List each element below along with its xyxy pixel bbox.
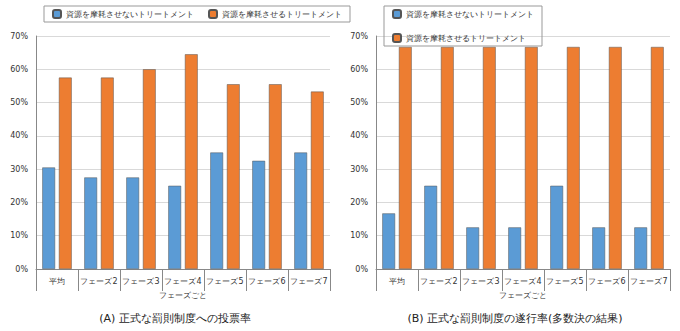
svg-text:40%: 40% [350,131,368,140]
svg-text:フェーズ5: フェーズ5 [206,277,243,286]
svg-text:フェーズ3: フェーズ3 [462,277,499,286]
svg-text:平均: 平均 [49,277,65,286]
svg-text:フェーズごと: フェーズごと [159,291,207,300]
svg-text:(B) 正式な罰則制度の遂行率(多数決の結果): (B) 正式な罰則制度の遂行率(多数決の結果) [407,312,622,325]
svg-text:フェーズ2: フェーズ2 [420,277,457,286]
svg-text:60%: 60% [10,65,28,74]
svg-text:10%: 10% [10,231,28,240]
svg-text:70%: 70% [350,32,368,41]
svg-text:フェーズ7: フェーズ7 [290,277,327,286]
svg-text:30%: 30% [10,165,28,174]
svg-text:50%: 50% [10,98,28,107]
svg-text:70%: 70% [10,32,28,41]
svg-text:20%: 20% [350,198,368,207]
svg-text:10%: 10% [350,231,368,240]
svg-text:平均: 平均 [389,277,405,286]
svg-text:フェーズ5: フェーズ5 [546,277,583,286]
svg-text:フェーズ7: フェーズ7 [630,277,667,286]
svg-text:フェーズごと: フェーズごと [499,291,547,300]
svg-text:資源を摩耗させないトリートメント: 資源を摩耗させないトリートメント [66,10,194,19]
svg-text:60%: 60% [350,65,368,74]
svg-text:資源を摩耗させないトリートメント: 資源を摩耗させないトリートメント [406,10,534,19]
svg-text:20%: 20% [10,198,28,207]
svg-text:40%: 40% [10,131,28,140]
svg-text:フェーズ2: フェーズ2 [80,277,117,286]
svg-text:フェーズ3: フェーズ3 [122,277,159,286]
svg-text:フェーズ6: フェーズ6 [248,277,285,286]
svg-text:資源を摩耗させるトリートメント: 資源を摩耗させるトリートメント [406,34,526,43]
svg-text:資源を摩耗させるトリートメント: 資源を摩耗させるトリートメント [222,10,342,19]
svg-text:0%: 0% [15,265,28,274]
svg-text:フェーズ6: フェーズ6 [588,277,625,286]
svg-text:50%: 50% [350,98,368,107]
svg-text:フェーズ4: フェーズ4 [504,277,541,286]
svg-text:0%: 0% [355,265,368,274]
svg-text:(A) 正式な罰則制度への投票率: (A) 正式な罰則制度への投票率 [99,312,251,325]
svg-text:30%: 30% [350,165,368,174]
svg-text:フェーズ4: フェーズ4 [164,277,201,286]
